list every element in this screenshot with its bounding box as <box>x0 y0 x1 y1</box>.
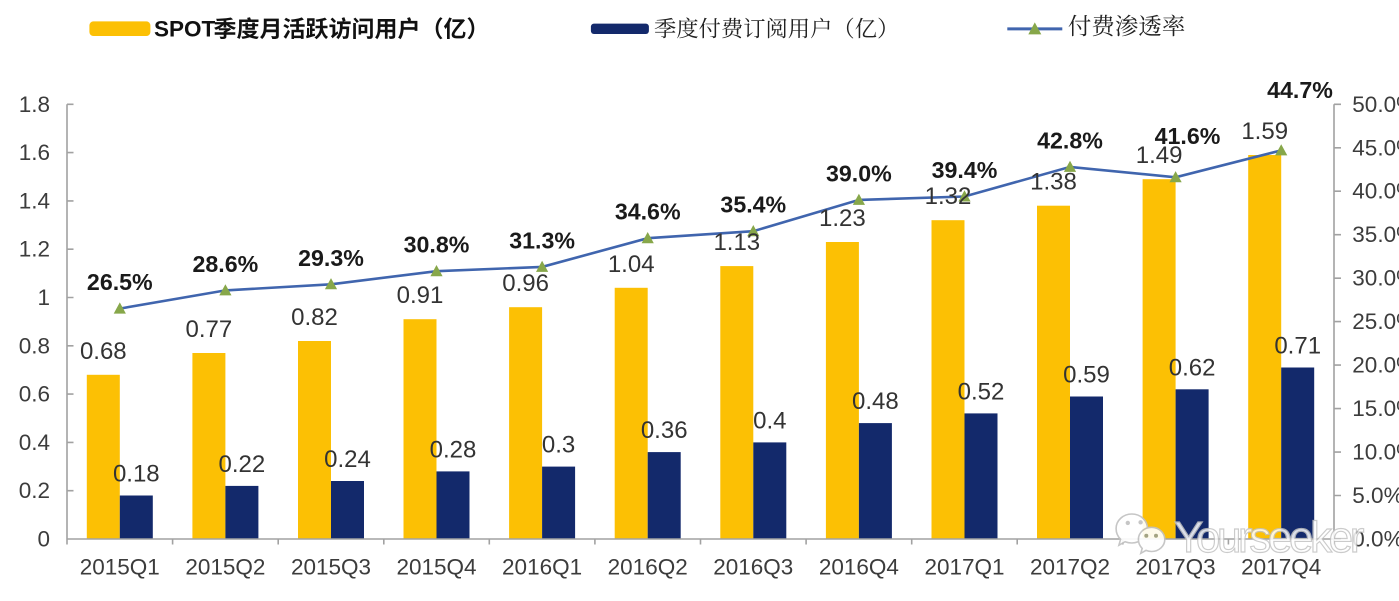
svg-text:10.0%: 10.0% <box>1352 440 1399 465</box>
svg-text:1.32: 1.32 <box>925 183 972 210</box>
svg-text:0.2: 0.2 <box>19 478 50 503</box>
svg-text:15.0%: 15.0% <box>1352 396 1399 421</box>
svg-text:Yourseeker: Yourseeker <box>1174 513 1364 562</box>
svg-text:2015Q4: 2015Q4 <box>396 555 476 580</box>
svg-text:45.0%: 45.0% <box>1352 135 1399 160</box>
svg-text:2016Q1: 2016Q1 <box>502 555 582 580</box>
svg-text:0: 0 <box>37 527 50 552</box>
svg-text:1.59: 1.59 <box>1241 118 1288 145</box>
svg-text:1.6: 1.6 <box>19 140 50 165</box>
svg-text:2017Q4: 2017Q4 <box>1241 555 1321 580</box>
svg-text:0.68: 0.68 <box>80 338 127 365</box>
svg-text:0.71: 0.71 <box>1274 333 1321 360</box>
svg-text:0.4: 0.4 <box>19 430 50 455</box>
svg-text:2017Q3: 2017Q3 <box>1136 555 1216 580</box>
svg-text:2016Q2: 2016Q2 <box>608 555 688 580</box>
svg-text:1.04: 1.04 <box>608 251 655 278</box>
svg-text:39.4%: 39.4% <box>932 157 998 183</box>
svg-text:2016Q3: 2016Q3 <box>713 555 793 580</box>
svg-text:30.8%: 30.8% <box>404 232 470 258</box>
svg-text:0.96: 0.96 <box>502 270 549 297</box>
svg-text:0.52: 0.52 <box>958 378 1005 405</box>
svg-text:2017Q1: 2017Q1 <box>924 555 1004 580</box>
svg-text:30.0%: 30.0% <box>1352 266 1399 291</box>
svg-text:SPOT: SPOT <box>154 17 216 42</box>
svg-text:0.36: 0.36 <box>641 417 688 444</box>
svg-text:0.0%: 0.0% <box>1352 527 1399 552</box>
svg-text:0.77: 0.77 <box>186 316 233 343</box>
svg-text:2015Q1: 2015Q1 <box>80 555 160 580</box>
svg-text:0.8: 0.8 <box>19 333 50 358</box>
svg-text:1.23: 1.23 <box>819 205 866 232</box>
svg-text:20.0%: 20.0% <box>1352 353 1399 378</box>
svg-text:0.82: 0.82 <box>291 304 338 331</box>
svg-text:29.3%: 29.3% <box>298 245 364 271</box>
svg-text:1.49: 1.49 <box>1136 142 1183 169</box>
svg-text:42.8%: 42.8% <box>1037 127 1103 153</box>
svg-text:35.4%: 35.4% <box>720 192 786 218</box>
svg-text:31.3%: 31.3% <box>509 227 575 253</box>
svg-text:0.48: 0.48 <box>852 388 899 415</box>
svg-text:2015Q2: 2015Q2 <box>185 555 265 580</box>
svg-text:44.7%: 44.7% <box>1267 77 1333 103</box>
svg-text:28.6%: 28.6% <box>193 251 259 277</box>
svg-text:0.62: 0.62 <box>1169 354 1216 381</box>
svg-text:0.22: 0.22 <box>219 451 266 478</box>
svg-text:1.8: 1.8 <box>19 92 50 117</box>
svg-text:40.0%: 40.0% <box>1352 179 1399 204</box>
svg-text:0.6: 0.6 <box>19 382 50 407</box>
svg-text:25.0%: 25.0% <box>1352 309 1399 334</box>
svg-text:1: 1 <box>37 285 50 310</box>
svg-text:41.6%: 41.6% <box>1155 123 1221 149</box>
svg-text:39.0%: 39.0% <box>826 160 892 186</box>
svg-text:2015Q3: 2015Q3 <box>291 555 371 580</box>
svg-text:0.24: 0.24 <box>324 446 371 473</box>
svg-text:1.2: 1.2 <box>19 237 50 262</box>
svg-text:0.18: 0.18 <box>113 461 160 488</box>
svg-text:2017Q2: 2017Q2 <box>1030 555 1110 580</box>
svg-text:0.3: 0.3 <box>542 432 575 459</box>
svg-text:0.28: 0.28 <box>430 436 477 463</box>
svg-text:50.0%: 50.0% <box>1352 92 1399 117</box>
svg-text:1.13: 1.13 <box>713 229 760 256</box>
svg-text:2016Q4: 2016Q4 <box>819 555 899 580</box>
svg-text:0.59: 0.59 <box>1063 362 1110 389</box>
svg-text:0.91: 0.91 <box>397 282 444 309</box>
svg-text:1.38: 1.38 <box>1030 169 1077 196</box>
svg-text:0.4: 0.4 <box>753 407 786 434</box>
svg-text:34.6%: 34.6% <box>615 199 681 225</box>
svg-text:5.0%: 5.0% <box>1352 483 1399 508</box>
svg-text:1.4: 1.4 <box>19 188 50 213</box>
svg-text:35.0%: 35.0% <box>1352 222 1399 247</box>
svg-text:26.5%: 26.5% <box>87 269 153 295</box>
